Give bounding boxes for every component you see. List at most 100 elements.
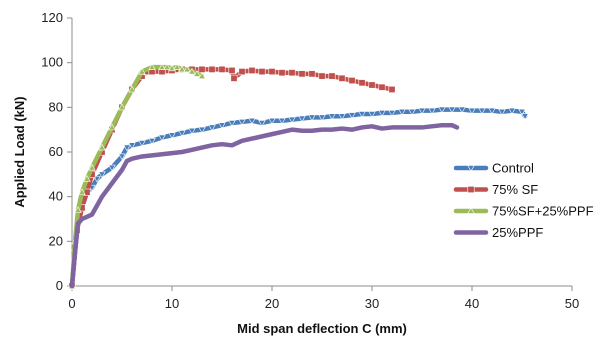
- data-point: [228, 120, 236, 127]
- data-point: [248, 66, 256, 74]
- data-point: [328, 72, 336, 80]
- data-point: [518, 108, 526, 116]
- data-point: [183, 65, 191, 73]
- data-point: [438, 106, 446, 114]
- data-point: [238, 118, 246, 126]
- legend-marker: [467, 165, 475, 172]
- data-point: [328, 113, 336, 121]
- data-point: [268, 117, 276, 125]
- data-point: [368, 81, 376, 89]
- data-point: [168, 132, 176, 140]
- data-point: [123, 144, 131, 152]
- legend-item: 25%PPF: [453, 225, 543, 240]
- data-point: [358, 79, 366, 87]
- series-line: [69, 67, 395, 289]
- data-point: [98, 143, 106, 151]
- data-point: [158, 63, 166, 70]
- data-point: [188, 127, 196, 135]
- data-point: [128, 142, 136, 150]
- data-point: [258, 68, 266, 76]
- data-point: [478, 107, 486, 115]
- data-point: [178, 65, 186, 73]
- series-line: [69, 107, 528, 289]
- data-point: [138, 140, 146, 147]
- y-tick-label: 0: [56, 278, 63, 293]
- legend-item: 75% SF: [453, 182, 538, 197]
- axes: [71, 18, 572, 287]
- data-point: [208, 124, 216, 132]
- y-tick-label: 100: [41, 55, 63, 70]
- data-point: [348, 112, 356, 119]
- legend-item: Control: [453, 161, 534, 176]
- data-point: [128, 85, 136, 93]
- data-point: [298, 70, 306, 78]
- data-point: [338, 113, 346, 121]
- data-point: [173, 63, 181, 70]
- data-point: [388, 110, 396, 117]
- legend-item: 75%SF+25%PPF: [453, 204, 594, 219]
- data-point: [168, 64, 176, 72]
- legend: Control 75% SF 75%SF+25%PPF 25%PPF: [453, 161, 594, 240]
- data-point: [228, 66, 236, 74]
- data-point: [468, 107, 476, 115]
- data-point: [338, 74, 346, 82]
- data-point: [488, 107, 496, 115]
- data-point: [198, 65, 206, 73]
- x-tick-label: 10: [165, 296, 179, 311]
- data-point: [448, 106, 456, 114]
- data-point: [278, 117, 286, 125]
- data-point: [428, 107, 436, 115]
- data-point: [158, 134, 166, 142]
- data-point: [248, 117, 256, 125]
- data-point: [498, 108, 506, 116]
- series-25-ppf: [69, 122, 460, 289]
- data-point: [163, 63, 171, 70]
- y-tick-label: 60: [49, 144, 63, 159]
- x-axis-title: Mid span deflection C (mm): [237, 321, 407, 336]
- data-point: [358, 111, 366, 118]
- data-point: [268, 68, 276, 76]
- data-point: [188, 67, 196, 75]
- data-point: [278, 69, 286, 77]
- legend-marker: [467, 207, 475, 214]
- x-tick-label: 20: [265, 296, 279, 311]
- series-line: [69, 122, 460, 289]
- data-point: [408, 108, 416, 116]
- legend-label: 75%SF+25%PPF: [492, 204, 594, 219]
- y-tick-label: 20: [49, 233, 63, 248]
- data-point: [521, 113, 529, 121]
- legend-label: 75% SF: [492, 182, 538, 197]
- legend-label: Control: [492, 161, 534, 176]
- data-point: [238, 68, 246, 76]
- series-control: [68, 106, 529, 290]
- data-point: [508, 107, 516, 115]
- legend-label: 25%PPF: [492, 225, 543, 240]
- data-point: [83, 174, 91, 182]
- x-tick-label: 50: [565, 296, 579, 311]
- data-point: [388, 85, 396, 93]
- data-point: [178, 130, 186, 137]
- data-point: [368, 111, 376, 118]
- data-point: [148, 137, 156, 145]
- data-point: [318, 72, 326, 80]
- data-point: [118, 153, 126, 161]
- data-point: [74, 206, 82, 213]
- data-point: [378, 110, 386, 117]
- data-point: [118, 103, 126, 111]
- y-tick-label: 40: [49, 189, 63, 204]
- data-point: [98, 171, 106, 179]
- data-point: [308, 70, 316, 78]
- data-point: [348, 77, 356, 85]
- data-point: [308, 114, 316, 122]
- data-point: [288, 69, 296, 77]
- legend-marker: [467, 186, 475, 194]
- data-point: [298, 115, 306, 123]
- data-point: [138, 67, 146, 75]
- data-point: [208, 65, 216, 73]
- data-point: [198, 126, 206, 134]
- data-point: [418, 107, 426, 115]
- y-axis-title: Applied Load (kN): [12, 96, 27, 207]
- data-point: [108, 123, 116, 131]
